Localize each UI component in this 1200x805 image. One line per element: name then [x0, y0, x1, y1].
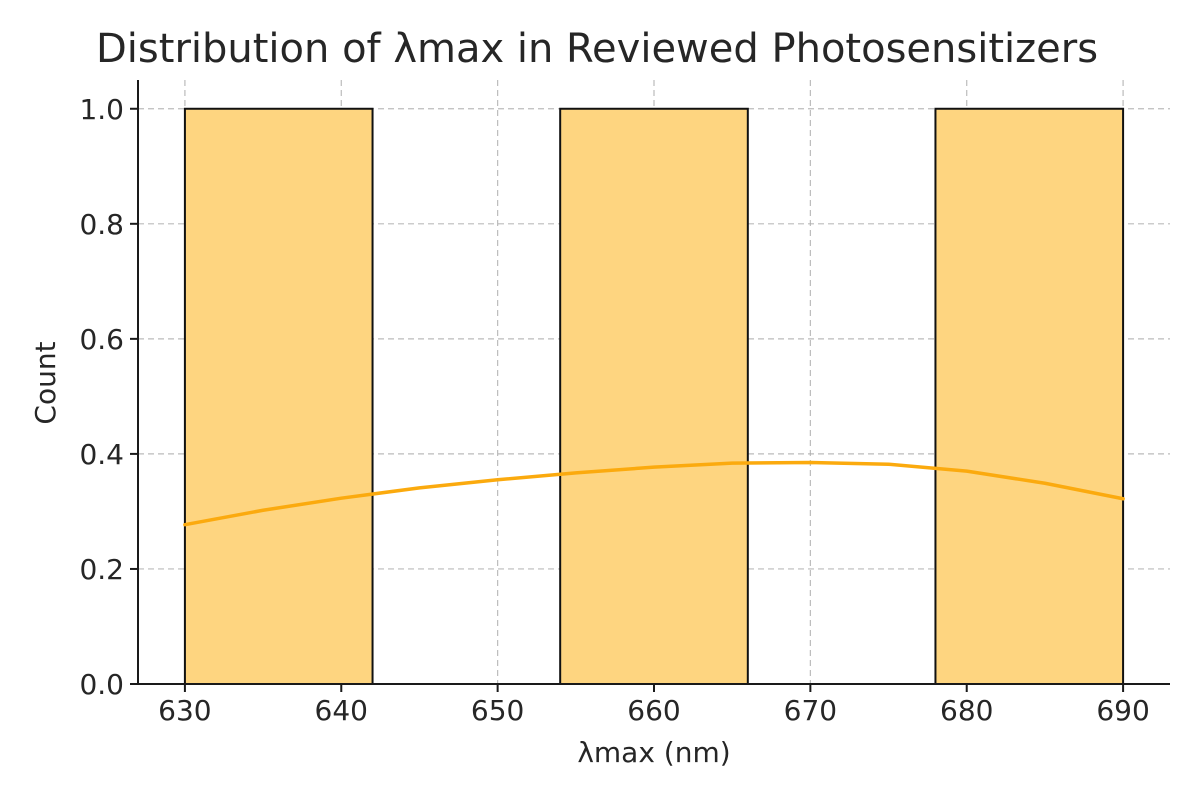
y-axis-label: Count [29, 341, 62, 424]
kde-layer [183, 460, 1125, 527]
histogram-bar-4 [934, 107, 1125, 685]
x-tick-label-5: 680 [940, 694, 993, 727]
y-tick-label-5: 1.0 [79, 93, 124, 126]
x-tick-label-2: 650 [471, 694, 524, 727]
kde-curve [183, 460, 1125, 527]
x-tick-label-3: 660 [627, 694, 680, 727]
x-axis-label: λmax (nm) [577, 736, 730, 769]
histogram-bar-2 [559, 107, 749, 685]
y-tick-label-1: 0.2 [79, 553, 124, 586]
bars-layer [183, 107, 1125, 685]
y-tick-label-0: 0.0 [79, 668, 124, 701]
x-tick-label-1: 640 [315, 694, 368, 727]
y-tick-label-3: 0.6 [79, 323, 124, 356]
y-tick-label-2: 0.4 [79, 438, 124, 471]
x-tick-label-4: 670 [784, 694, 837, 727]
chart-title: Distribution of λmax in Reviewed Photose… [96, 26, 1098, 72]
y-tick-label-4: 0.8 [79, 208, 124, 241]
x-tick-label-0: 630 [158, 694, 211, 727]
ticks-layer: 630 640 650 660 670 680 690 0.0 0.2 0.4 0.6 0.8 1.0 [79, 93, 1149, 727]
x-tick-label-6: 690 [1096, 694, 1149, 727]
histogram-bar-0 [183, 107, 374, 685]
